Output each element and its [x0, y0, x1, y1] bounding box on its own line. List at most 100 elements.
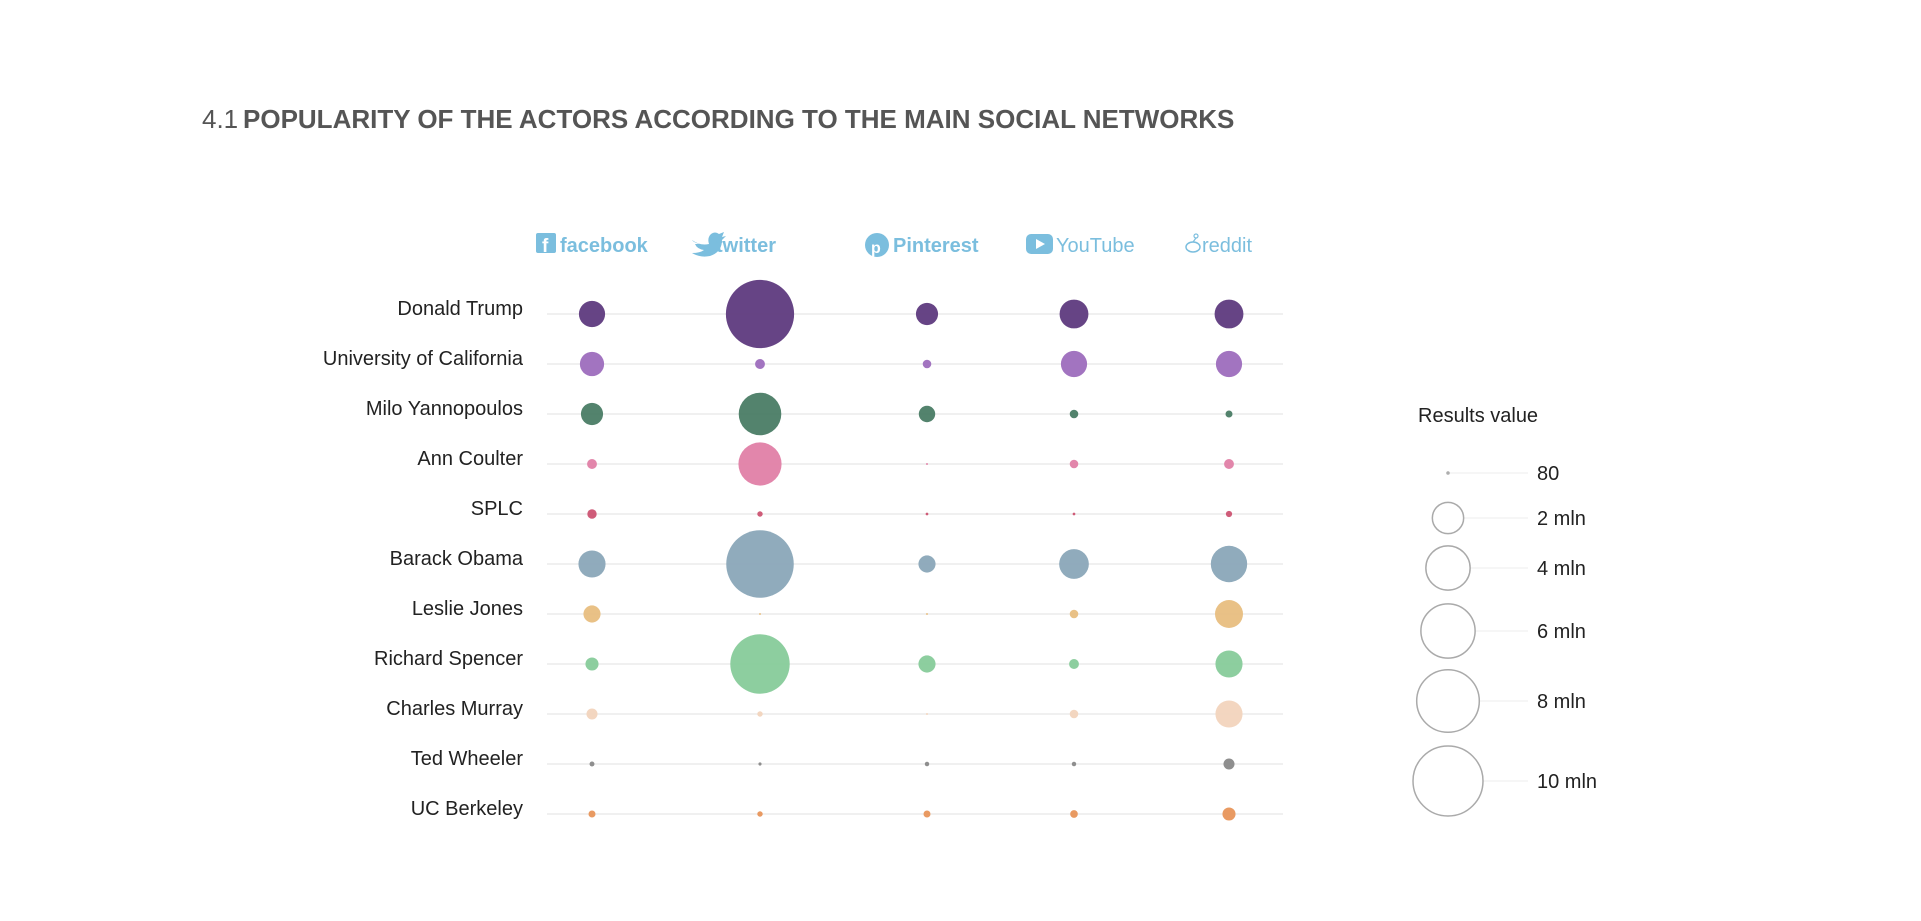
title-number: 4.1	[202, 104, 238, 134]
bubble-splc-reddit	[1225, 510, 1233, 518]
bubble-milo-yannopoulos-pinterest	[918, 405, 936, 423]
bubble-ted-wheeler-reddit	[1223, 758, 1235, 770]
row-label-richard-spencer: Richard Spencer	[374, 648, 523, 670]
bubble-donald-trump-youtube	[1059, 299, 1089, 329]
bubble-richard-spencer-reddit	[1215, 650, 1243, 678]
row-label-barack-obama: Barack Obama	[390, 548, 524, 570]
svg-text:f: f	[542, 236, 549, 257]
bubble-donald-trump-reddit	[1214, 299, 1244, 329]
bubble-uc-berkeley-reddit	[1222, 807, 1236, 821]
reddit-alien-icon	[1185, 233, 1201, 253]
legend-circle-2-mln	[1431, 501, 1465, 535]
bubble-university-of-california-twitter	[755, 359, 765, 369]
bubble-uc-berkeley-pinterest	[923, 810, 931, 818]
bubbles	[578, 279, 1248, 821]
bubble-ted-wheeler-youtube	[1071, 761, 1077, 767]
bubble-barack-obama-youtube	[1059, 549, 1089, 579]
network-header-reddit: reddit	[1185, 233, 1252, 257]
bubble-uc-berkeley-facebook	[588, 810, 596, 818]
legend-label-2-mln: 2 mln	[1537, 508, 1586, 530]
bubble-charles-murray-reddit	[1215, 700, 1243, 728]
bubble-leslie-jones-reddit	[1215, 600, 1243, 628]
row-label-leslie-jones: Leslie Jones	[412, 598, 523, 620]
bubble-donald-trump-facebook	[578, 300, 606, 328]
legend-circle-6-mln	[1420, 603, 1476, 659]
bubble-uc-berkeley-twitter	[757, 811, 763, 817]
network-label-twitter: twitter	[716, 235, 776, 257]
network-label-youtube: YouTube	[1056, 235, 1135, 257]
bubble-leslie-jones-facebook	[583, 605, 601, 623]
bubble-ted-wheeler-twitter	[758, 762, 762, 766]
bubble-ted-wheeler-pinterest	[924, 761, 930, 767]
bubble-splc-youtube	[1072, 512, 1076, 516]
network-label-pinterest: Pinterest	[893, 235, 979, 257]
legend-label-8-mln: 8 mln	[1537, 691, 1586, 713]
bubble-barack-obama-twitter	[726, 530, 794, 598]
bubble-milo-yannopoulos-youtube	[1069, 409, 1079, 419]
bubble-charles-murray-facebook	[586, 708, 598, 720]
bubble-leslie-jones-pinterest	[926, 613, 928, 615]
bubble-milo-yannopoulos-twitter	[738, 392, 782, 436]
network-header-pinterest: p Pinterest	[865, 233, 979, 257]
network-label-facebook: facebook	[560, 235, 649, 257]
bubble-leslie-jones-youtube	[1069, 609, 1079, 619]
row-label-donald-trump: Donald Trump	[397, 298, 523, 320]
bubble-ann-coulter-pinterest	[926, 463, 928, 465]
svg-text:p: p	[871, 240, 881, 257]
bubble-barack-obama-pinterest	[918, 555, 936, 573]
bubble-richard-spencer-twitter	[730, 634, 790, 694]
legend-items: 80 2 mln 4 mln 6 mln 8 mln 10 mln	[1412, 463, 1597, 817]
legend-label-6-mln: 6 mln	[1537, 621, 1586, 643]
bubble-splc-twitter	[757, 511, 763, 517]
row-label-uc-berkeley: UC Berkeley	[411, 798, 523, 820]
bubble-ann-coulter-twitter	[738, 442, 782, 486]
title-text: POPULARITY OF THE ACTORS ACCORDING TO TH…	[243, 104, 1234, 134]
bubble-charles-murray-twitter	[757, 711, 763, 717]
chart-title: 4.1 POPULARITY OF THE ACTORS ACCORDING T…	[202, 104, 1234, 134]
network-header-youtube: YouTube	[1026, 234, 1135, 257]
bubble-university-of-california-reddit	[1215, 350, 1243, 378]
row-label-splc: SPLC	[471, 498, 523, 520]
bubble-ted-wheeler-facebook	[589, 761, 595, 767]
legend-circle-80	[1446, 471, 1450, 475]
row-label-charles-murray: Charles Murray	[386, 698, 523, 720]
bubble-university-of-california-pinterest	[922, 359, 932, 369]
network-header-twitter: twitter	[692, 232, 776, 257]
bubble-richard-spencer-youtube	[1069, 659, 1079, 669]
twitter-bird-icon	[692, 232, 726, 257]
legend-circle-10-mln	[1412, 745, 1484, 817]
bubble-richard-spencer-pinterest	[918, 655, 936, 673]
bubble-milo-yannopoulos-reddit	[1225, 410, 1233, 418]
bubble-ann-coulter-reddit	[1224, 459, 1234, 469]
bubble-richard-spencer-facebook	[585, 657, 599, 671]
row-label-milo-yannopoulos: Milo Yannopoulos	[366, 398, 523, 420]
bubble-milo-yannopoulos-facebook	[580, 402, 604, 426]
row-label-university-of-california: University of California	[323, 348, 524, 370]
bubble-ann-coulter-youtube	[1069, 459, 1079, 469]
bubble-ann-coulter-facebook	[587, 459, 597, 469]
network-headers: f facebook twitter p Pinterest YouTube	[536, 232, 1252, 257]
network-label-reddit: reddit	[1202, 235, 1252, 257]
youtube-play-icon	[1026, 234, 1053, 254]
legend-circle-4-mln	[1425, 545, 1471, 591]
gridlines	[547, 313, 1283, 815]
network-header-facebook: f facebook	[536, 233, 649, 257]
row-label-ann-coulter: Ann Coulter	[417, 448, 523, 470]
bubble-university-of-california-youtube	[1060, 350, 1088, 378]
bubble-charles-murray-youtube	[1069, 709, 1079, 719]
legend-circle-8-mln	[1415, 668, 1481, 734]
row-labels: Donald Trump University of California Milo…	[323, 298, 524, 820]
bubble-splc-pinterest	[925, 512, 929, 516]
pinterest-logo-icon: p	[865, 233, 889, 257]
bubble-barack-obama-facebook	[578, 550, 606, 578]
bubble-university-of-california-facebook	[579, 351, 605, 377]
bubble-barack-obama-reddit	[1210, 545, 1248, 583]
bubble-charles-murray-pinterest	[926, 713, 928, 715]
facebook-logo-icon: f	[536, 233, 556, 257]
size-legend: Results value 80 2 mln 4 mln 6 mln 8 mln 10 m…	[1412, 405, 1597, 817]
bubble-splc-facebook	[587, 509, 597, 519]
legend-label-80: 80	[1537, 463, 1559, 485]
bubble-uc-berkeley-youtube	[1070, 810, 1078, 818]
bubble-leslie-jones-twitter	[759, 613, 761, 615]
